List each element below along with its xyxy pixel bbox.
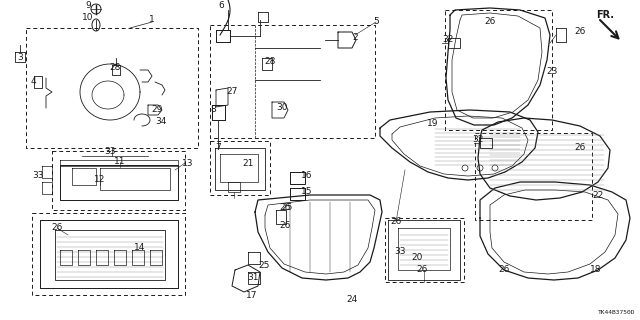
Text: 32: 32 xyxy=(442,36,454,44)
Text: TK44B3750D: TK44B3750D xyxy=(598,310,635,315)
Text: FR.: FR. xyxy=(596,10,614,20)
Text: 28: 28 xyxy=(109,63,121,73)
Text: 25: 25 xyxy=(282,204,292,212)
Text: 22: 22 xyxy=(593,190,604,199)
Text: 26: 26 xyxy=(416,266,428,275)
Text: 11: 11 xyxy=(115,157,125,166)
Text: 33: 33 xyxy=(104,148,116,156)
Bar xyxy=(52,151,185,210)
Text: 32: 32 xyxy=(472,135,484,145)
Text: 26: 26 xyxy=(484,18,496,27)
Text: 33: 33 xyxy=(32,171,44,180)
Text: 24: 24 xyxy=(346,294,358,303)
Text: 33: 33 xyxy=(394,247,406,257)
Text: 3: 3 xyxy=(17,52,23,61)
Text: 20: 20 xyxy=(412,253,422,262)
Bar xyxy=(210,141,270,195)
Text: 9: 9 xyxy=(85,1,91,10)
Text: 1: 1 xyxy=(149,15,155,25)
Bar xyxy=(26,28,198,148)
Text: 34: 34 xyxy=(156,117,166,126)
Text: 26: 26 xyxy=(279,204,291,212)
Text: 25: 25 xyxy=(259,260,269,269)
Text: 18: 18 xyxy=(590,266,602,275)
Text: 13: 13 xyxy=(182,158,194,167)
Text: 6: 6 xyxy=(218,1,224,10)
Bar xyxy=(475,133,592,220)
Text: 10: 10 xyxy=(83,13,93,22)
Text: 12: 12 xyxy=(94,175,106,185)
Text: 5: 5 xyxy=(373,18,379,27)
Bar xyxy=(210,25,375,138)
Text: 26: 26 xyxy=(279,220,291,229)
Text: 16: 16 xyxy=(301,172,313,180)
Text: 8: 8 xyxy=(210,106,216,115)
Text: 23: 23 xyxy=(547,68,557,76)
Bar xyxy=(445,10,552,130)
Text: 26: 26 xyxy=(574,143,586,153)
Bar xyxy=(32,213,185,295)
Text: 14: 14 xyxy=(134,244,146,252)
Text: 26: 26 xyxy=(574,28,586,36)
Text: 27: 27 xyxy=(227,86,237,95)
Text: 26: 26 xyxy=(51,223,63,233)
Text: 17: 17 xyxy=(246,292,258,300)
Text: 26: 26 xyxy=(499,266,509,275)
Text: 21: 21 xyxy=(243,159,253,169)
Text: 29: 29 xyxy=(151,106,163,115)
Text: 2: 2 xyxy=(352,34,358,43)
Text: 4: 4 xyxy=(30,77,36,86)
Text: 15: 15 xyxy=(301,188,313,196)
Text: 26: 26 xyxy=(390,218,402,227)
Bar xyxy=(385,218,464,282)
Text: 7: 7 xyxy=(215,143,221,153)
Text: 30: 30 xyxy=(276,102,288,111)
Text: 28: 28 xyxy=(264,58,276,67)
Text: 19: 19 xyxy=(428,119,439,129)
Text: 31: 31 xyxy=(247,274,259,283)
